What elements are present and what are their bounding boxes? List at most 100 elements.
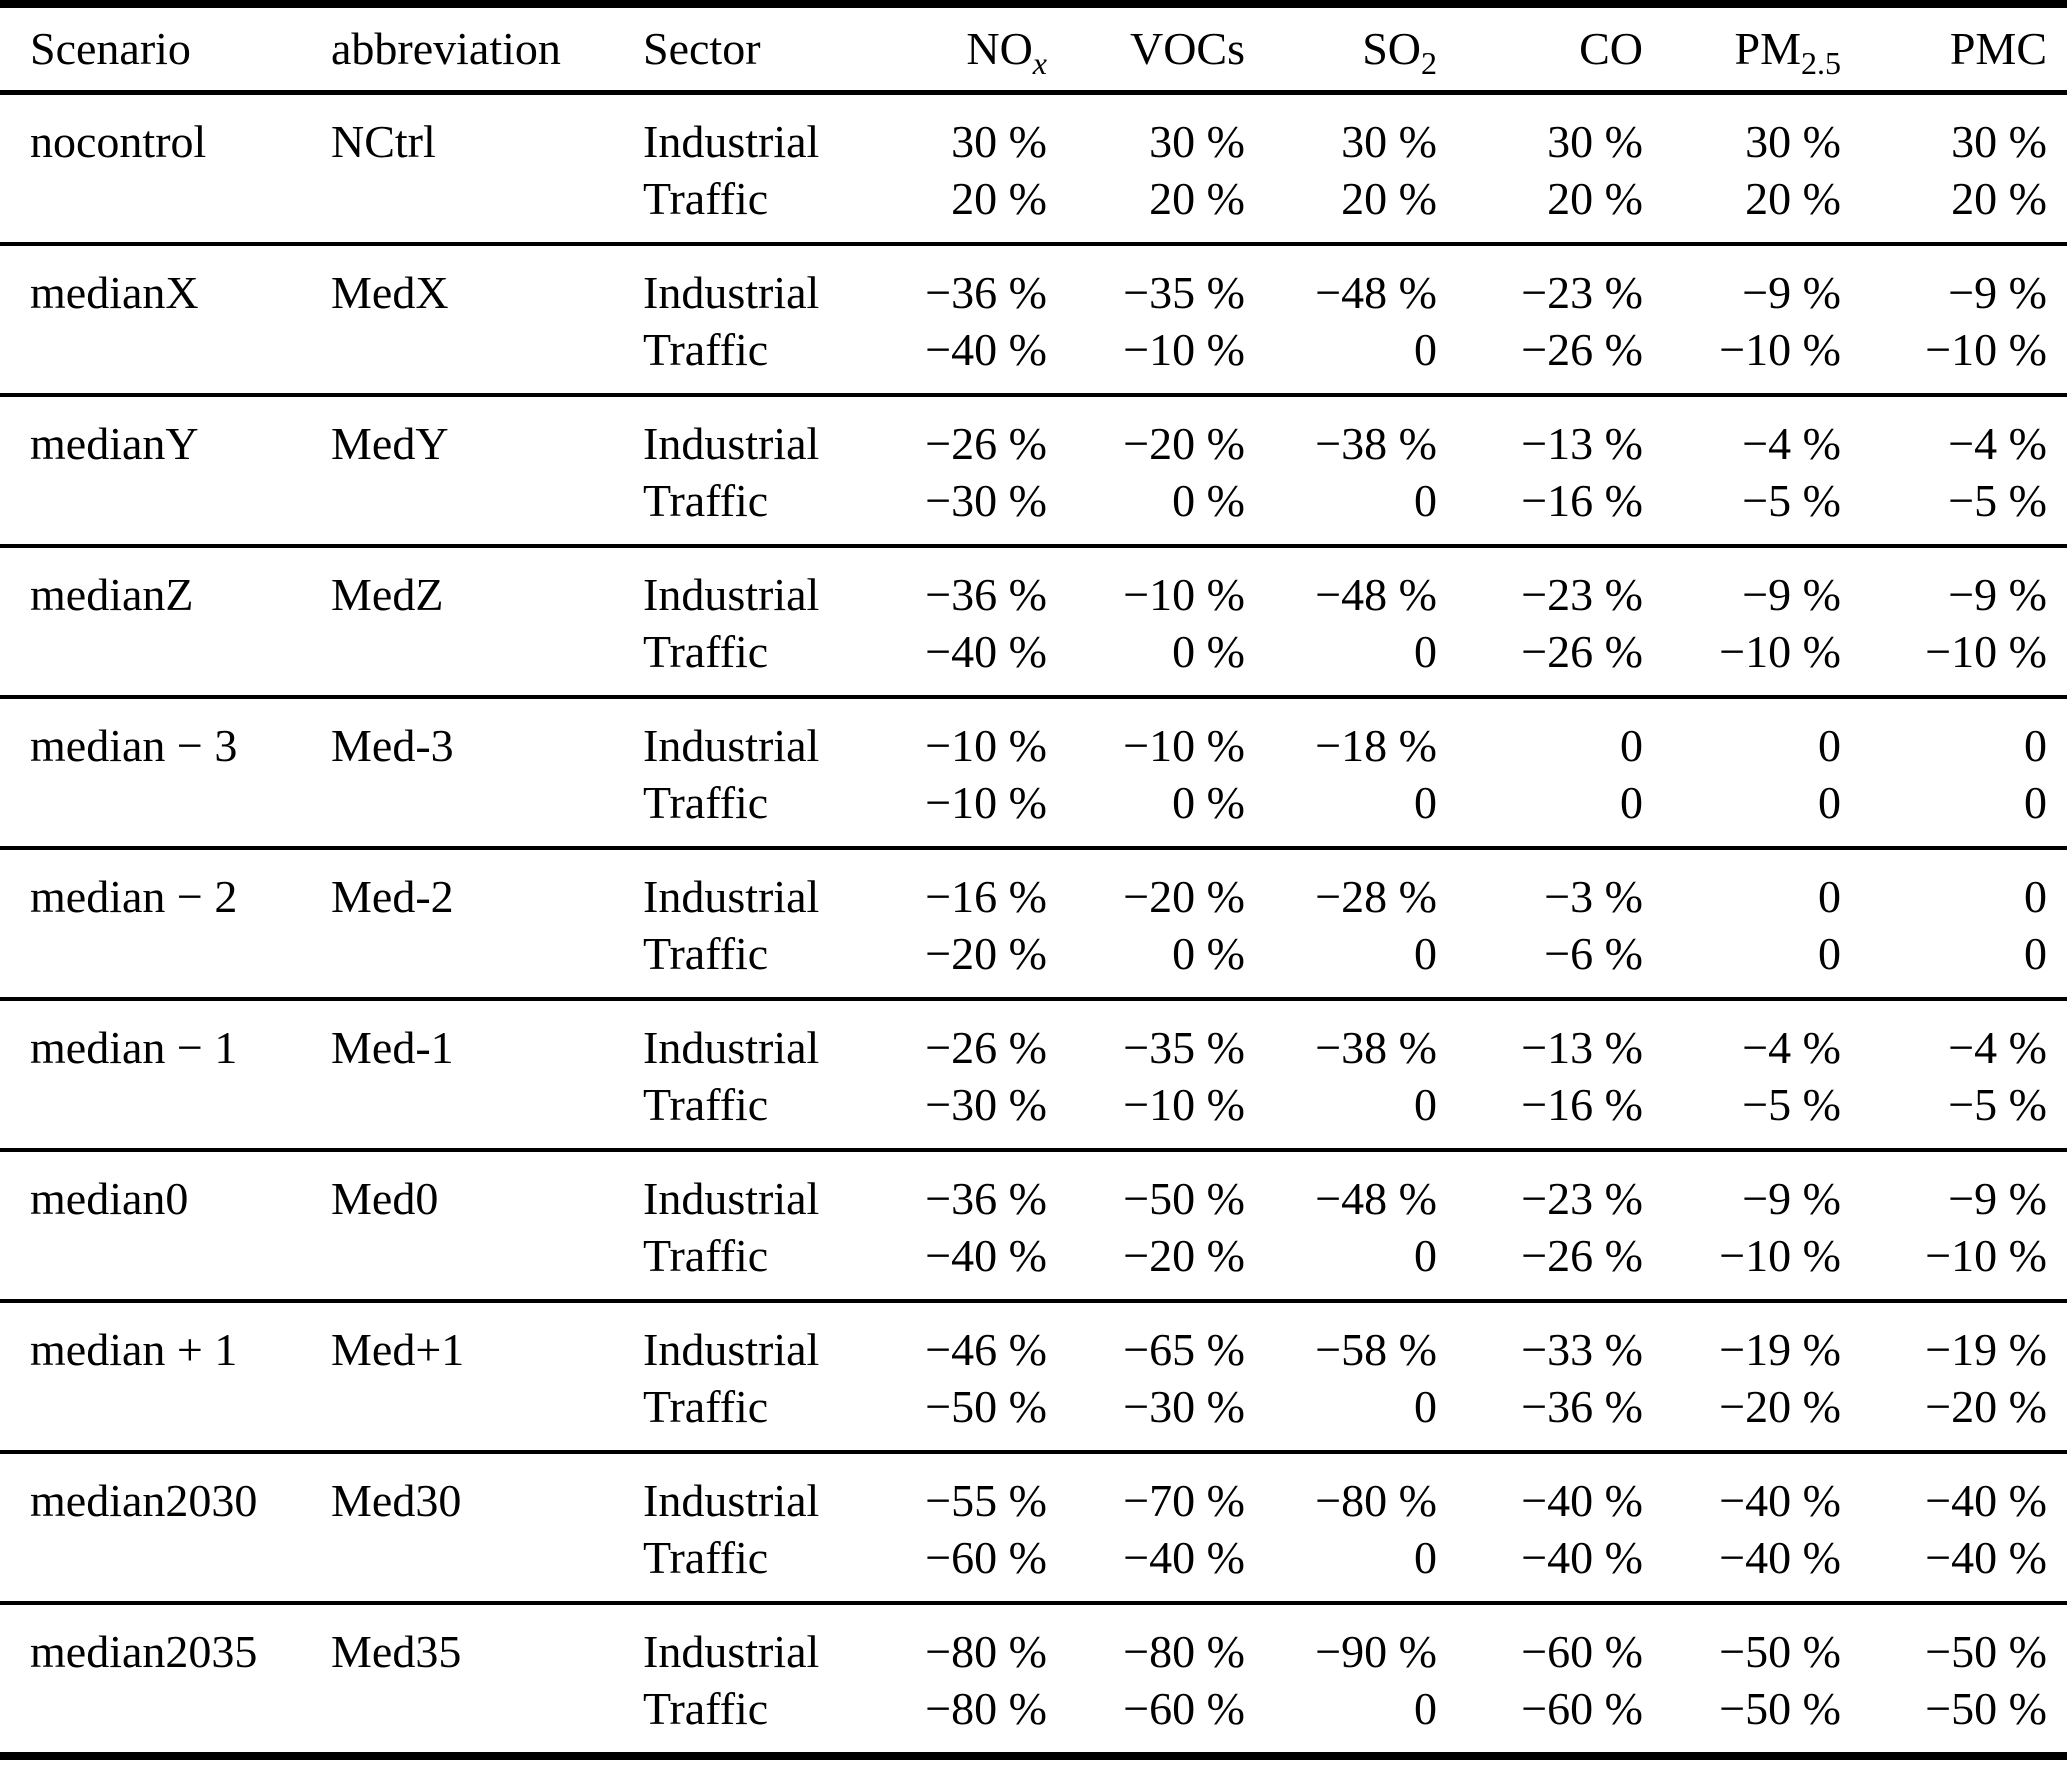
value-cell-co: −3 % xyxy=(1544,870,1643,922)
value-cell-so2: 0 xyxy=(1414,1078,1437,1130)
value-cell-co: −26 % xyxy=(1521,1229,1643,1281)
column-header-scenario: Scenario xyxy=(0,4,331,95)
sector-cell: Traffic xyxy=(643,625,769,677)
value-cell-pmc: −10 % xyxy=(1925,1229,2047,1281)
value-cell-so2: −48 % xyxy=(1315,266,1437,318)
value-cell-nox: −40 % xyxy=(925,1229,1047,1281)
value-cell-pmc: −50 % xyxy=(1925,1682,2047,1734)
abbreviation-cell: Med-2 xyxy=(331,870,454,922)
value-cell-nox: −20 % xyxy=(925,927,1047,979)
value-cell-so2: −90 % xyxy=(1315,1625,1437,1677)
value-cell-so2: 0 xyxy=(1414,776,1437,828)
column-header-pm25: PM2.5 xyxy=(1643,4,1841,95)
value-cell-co: −23 % xyxy=(1521,568,1643,620)
value-cell-so2: −80 % xyxy=(1315,1474,1437,1526)
table-row-industrial: median0 Med0 Industrial −36 % −50 % −48 … xyxy=(0,1150,2067,1227)
value-cell-nox: 20 % xyxy=(951,172,1047,224)
value-cell-vocs: 0 % xyxy=(1172,927,1245,979)
value-cell-pmc: 0 xyxy=(2024,776,2047,828)
scenario-block: median − 2 Med-2 Industrial −16 % −20 % … xyxy=(0,848,2067,999)
scenario-cell: median − 2 xyxy=(30,870,238,922)
value-cell-pm25: −4 % xyxy=(1742,417,1841,469)
scenario-cell: median − 3 xyxy=(30,719,238,771)
table-row-traffic: Traffic 20 % 20 % 20 % 20 % 20 % 20 % xyxy=(0,170,2067,244)
abbreviation-cell-empty xyxy=(331,925,643,999)
value-cell-co: −23 % xyxy=(1521,266,1643,318)
value-cell-pmc: −5 % xyxy=(1948,474,2047,526)
table-row-industrial: median − 2 Med-2 Industrial −16 % −20 % … xyxy=(0,848,2067,925)
value-cell-so2: −28 % xyxy=(1315,870,1437,922)
column-header-subscript: x xyxy=(1032,45,1047,82)
value-cell-co: −13 % xyxy=(1521,1021,1643,1073)
value-cell-so2: 0 xyxy=(1414,1682,1437,1734)
column-header-co: CO xyxy=(1437,4,1643,95)
sector-cell: Industrial xyxy=(643,568,820,620)
table-row-traffic: Traffic −20 % 0 % 0 −6 % 0 0 xyxy=(0,925,2067,999)
value-cell-pm25: −40 % xyxy=(1719,1531,1841,1583)
table-row-traffic: Traffic −40 % 0 % 0 −26 % −10 % −10 % xyxy=(0,623,2067,697)
value-cell-pm25: −10 % xyxy=(1719,625,1841,677)
value-cell-pmc: −4 % xyxy=(1948,417,2047,469)
table-row-industrial: median2030 Med30 Industrial −55 % −70 % … xyxy=(0,1452,2067,1529)
value-cell-vocs: −30 % xyxy=(1123,1380,1245,1432)
value-cell-vocs: 20 % xyxy=(1149,172,1245,224)
value-cell-pmc: −5 % xyxy=(1948,1078,2047,1130)
value-cell-vocs: −20 % xyxy=(1123,870,1245,922)
abbreviation-cell: Med35 xyxy=(331,1625,462,1677)
sector-cell: Industrial xyxy=(643,1323,820,1375)
value-cell-pmc: −40 % xyxy=(1925,1531,2047,1583)
column-header-vocs: VOCs xyxy=(1047,4,1245,95)
sector-cell: Traffic xyxy=(643,1078,769,1130)
column-header-label: NO xyxy=(966,23,1033,75)
table-row-traffic: Traffic −40 % −20 % 0 −26 % −10 % −10 % xyxy=(0,1227,2067,1301)
value-cell-pm25: −10 % xyxy=(1719,1229,1841,1281)
value-cell-so2: 20 % xyxy=(1341,172,1437,224)
value-cell-vocs: −35 % xyxy=(1123,266,1245,318)
value-cell-so2: −38 % xyxy=(1315,1021,1437,1073)
value-cell-nox: −36 % xyxy=(925,568,1047,620)
value-cell-nox: −16 % xyxy=(925,870,1047,922)
value-cell-vocs: −10 % xyxy=(1123,568,1245,620)
abbreviation-cell-empty xyxy=(331,170,643,244)
sector-cell: Traffic xyxy=(643,1531,769,1583)
value-cell-nox: −50 % xyxy=(925,1380,1047,1432)
value-cell-nox: −10 % xyxy=(925,776,1047,828)
value-cell-co: 0 xyxy=(1620,719,1643,771)
value-cell-pm25: −5 % xyxy=(1742,474,1841,526)
value-cell-so2: 0 xyxy=(1414,323,1437,375)
abbreviation-cell-empty xyxy=(331,623,643,697)
column-header-nox: NOx xyxy=(853,4,1047,95)
sector-cell: Industrial xyxy=(643,1172,820,1224)
scenario-cell-empty xyxy=(0,1227,331,1301)
table-row-traffic: Traffic −30 % −10 % 0 −16 % −5 % −5 % xyxy=(0,1076,2067,1150)
scenario-cell-empty xyxy=(0,1529,331,1603)
value-cell-nox: 30 % xyxy=(951,115,1047,167)
value-cell-so2: −58 % xyxy=(1315,1323,1437,1375)
sector-cell: Traffic xyxy=(643,776,769,828)
value-cell-nox: −55 % xyxy=(925,1474,1047,1526)
scenario-block: median − 3 Med-3 Industrial −10 % −10 % … xyxy=(0,697,2067,848)
sector-cell: Traffic xyxy=(643,1682,769,1734)
scenario-block: median0 Med0 Industrial −36 % −50 % −48 … xyxy=(0,1150,2067,1301)
value-cell-vocs: 0 % xyxy=(1172,776,1245,828)
sector-cell: Traffic xyxy=(643,1380,769,1432)
column-header-label: SO xyxy=(1362,23,1421,75)
value-cell-vocs: −80 % xyxy=(1123,1625,1245,1677)
value-cell-co: −33 % xyxy=(1521,1323,1643,1375)
value-cell-nox: −40 % xyxy=(925,323,1047,375)
abbreviation-cell: MedY xyxy=(331,417,449,469)
value-cell-pm25: 30 % xyxy=(1745,115,1841,167)
scenario-block: median2035 Med35 Industrial −80 % −80 % … xyxy=(0,1603,2067,1756)
sector-cell: Traffic xyxy=(643,1229,769,1281)
value-cell-vocs: −65 % xyxy=(1123,1323,1245,1375)
scenario-cell-empty xyxy=(0,1076,331,1150)
abbreviation-cell: NCtrl xyxy=(331,115,436,167)
value-cell-co: 20 % xyxy=(1547,172,1643,224)
table-row-industrial: medianX MedX Industrial −36 % −35 % −48 … xyxy=(0,244,2067,321)
value-cell-pm25: −9 % xyxy=(1742,266,1841,318)
value-cell-pmc: −9 % xyxy=(1948,1172,2047,1224)
value-cell-pmc: 0 xyxy=(2024,870,2047,922)
value-cell-nox: −36 % xyxy=(925,266,1047,318)
scenario-cell: medianZ xyxy=(30,568,194,620)
